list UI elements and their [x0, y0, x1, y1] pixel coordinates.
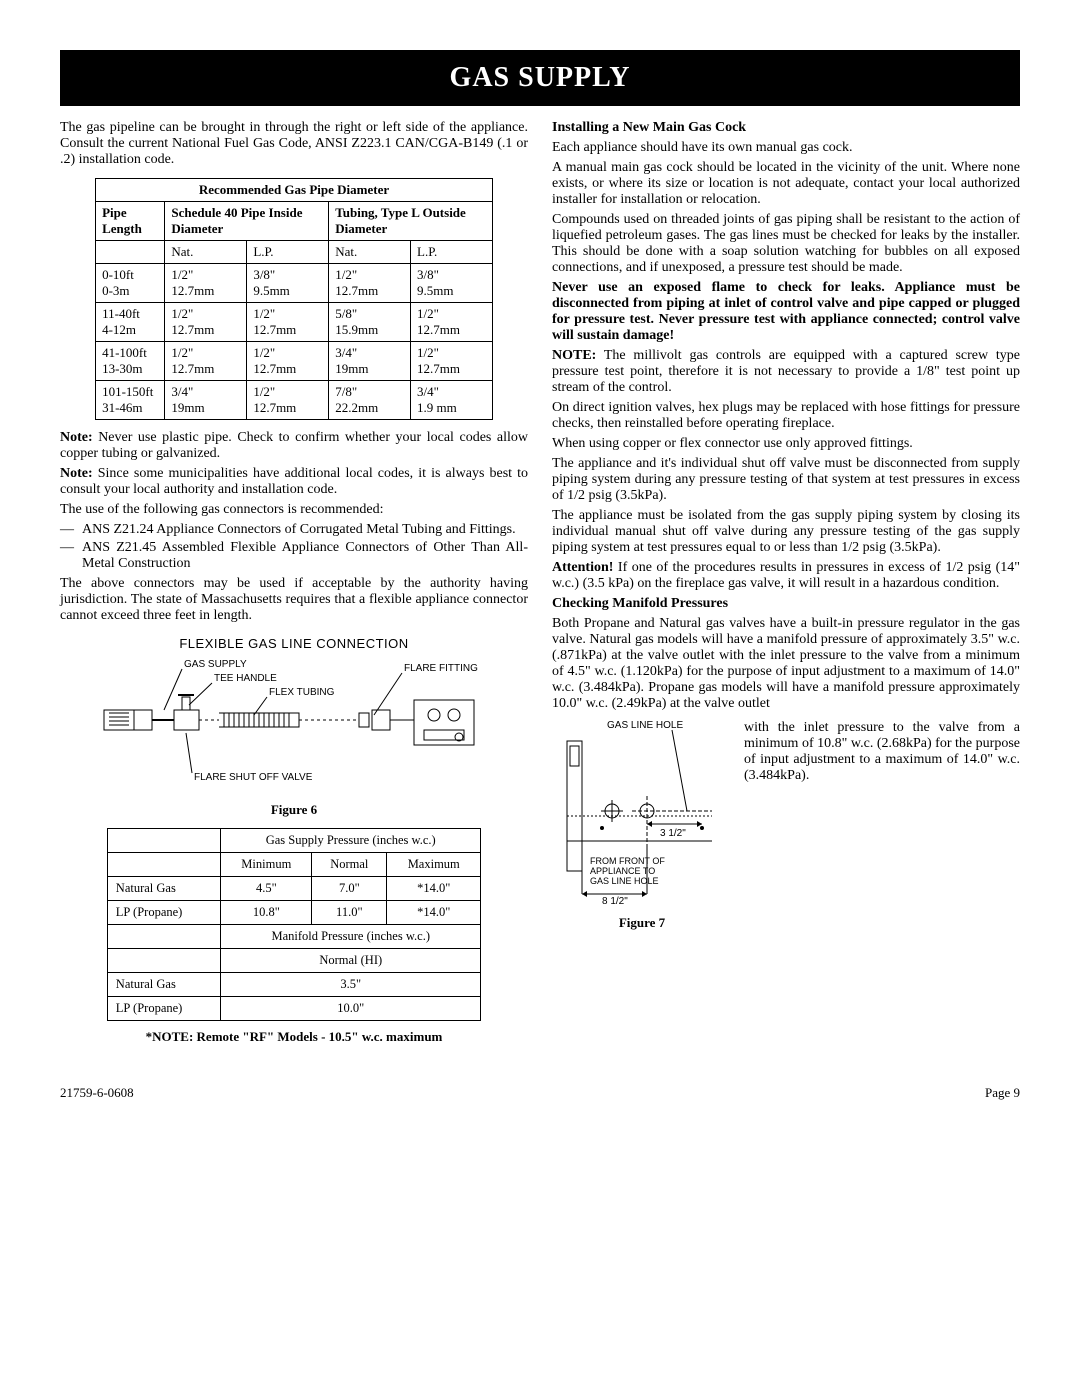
r-p9: The appliance must be isolated from the …: [552, 508, 1020, 556]
above-connectors: The above connectors may be used if acce…: [60, 576, 528, 624]
nat-label: Nat.: [165, 241, 247, 264]
r-p10: Attention! If one of the procedures resu…: [552, 560, 1020, 592]
page-footer: 21759-6-0608 Page 9: [60, 1085, 1020, 1101]
svg-text:GAS SUPPLY: GAS SUPPLY: [184, 659, 247, 670]
col-sched40: Schedule 40 Pipe Inside Diameter: [165, 202, 329, 241]
r-p8: The appliance and it's individual shut o…: [552, 456, 1020, 504]
svg-text:8 1/2": 8 1/2": [602, 896, 628, 906]
two-column-layout: The gas pipeline can be brought in throu…: [60, 116, 1020, 1045]
col-pipe-length: Pipe Length: [96, 202, 165, 241]
check-heading: Checking Manifold Pressures: [552, 596, 1020, 612]
nat-label: Nat.: [329, 241, 411, 264]
doc-number: 21759-6-0608: [60, 1085, 134, 1101]
lp-label: L.P.: [247, 241, 329, 264]
install-heading: Installing a New Main Gas Cock: [552, 120, 1020, 136]
list-item: ANS Z21.24 Appliance Connectors of Corru…: [82, 522, 516, 538]
right-column: Installing a New Main Gas Cock Each appl…: [552, 116, 1020, 1045]
svg-text:FLARE SHUT OFF VALVE: FLARE SHUT OFF VALVE: [194, 772, 313, 783]
intro-text: The gas pipeline can be brought in throu…: [60, 120, 528, 168]
page-banner: GAS SUPPLY: [60, 50, 1020, 106]
r-p4-warning: Never use an exposed flame to check for …: [552, 280, 1020, 344]
r-p3: Compounds used on threaded joints of gas…: [552, 212, 1020, 276]
r-p12: with the inlet pressure to the valve fro…: [744, 720, 1020, 784]
row1-len: 0-10ft 0-3m: [96, 264, 165, 303]
connectors-intro: The use of the following gas connectors …: [60, 502, 528, 518]
header-manifold: Manifold Pressure (inches w.c.): [221, 925, 481, 949]
r-p1: Each appliance should have its own manua…: [552, 140, 1020, 156]
note2: Note: Since some municipalities have add…: [60, 466, 528, 498]
figure7-diagram: GAS LINE HOLE: [552, 716, 732, 906]
header-supply: Gas Supply Pressure (inches w.c.): [221, 829, 481, 853]
pipe-diameter-table: Recommended Gas Pipe Diameter Pipe Lengt…: [95, 178, 493, 420]
row2-len: 11-40ft 4-12m: [96, 303, 165, 342]
r-p5: NOTE: The millivolt gas controls are equ…: [552, 348, 1020, 396]
diagram-title: FLEXIBLE GAS LINE CONNECTION: [60, 636, 528, 651]
list-item: ANS Z21.45 Assembled Flexible Appliance …: [82, 540, 528, 572]
figure6-caption: Figure 6: [60, 802, 528, 818]
r-p11: Both Propane and Natural gas valves have…: [552, 616, 1020, 712]
row3-len: 41-100ft 13-30m: [96, 342, 165, 381]
figure6-diagram: FLEXIBLE GAS LINE CONNECTION GAS SUPPLY …: [60, 636, 528, 798]
page-number: Page 9: [985, 1085, 1020, 1101]
r-p2: A manual main gas cock should be located…: [552, 160, 1020, 208]
row4-len: 101-150ft 31-46m: [96, 381, 165, 420]
figure7-wrap: GAS LINE HOLE: [552, 716, 1020, 941]
r-p7: When using copper or flex connector use …: [552, 436, 1020, 452]
svg-text:FLARE FITTING: FLARE FITTING: [404, 663, 478, 674]
svg-text:FLEX TUBING: FLEX TUBING: [269, 687, 335, 698]
svg-text:GAS LINE HOLE: GAS LINE HOLE: [607, 720, 683, 731]
note1: Note: Never use plastic pipe. Check to c…: [60, 430, 528, 462]
svg-text:GAS LINE HOLE: GAS LINE HOLE: [590, 876, 659, 886]
r-p6: On direct ignition valves, hex plugs may…: [552, 400, 1020, 432]
svg-text:TEE HANDLE: TEE HANDLE: [214, 673, 277, 684]
table-title: Recommended Gas Pipe Diameter: [96, 179, 493, 202]
svg-text:FROM FRONT OF: FROM FRONT OF: [590, 856, 665, 866]
pressure-table: Gas Supply Pressure (inches w.c.) Minimu…: [107, 828, 481, 1021]
left-column: The gas pipeline can be brought in throu…: [60, 116, 528, 1045]
lp-label: L.P.: [411, 241, 493, 264]
svg-text:3 1/2": 3 1/2": [660, 828, 686, 839]
col-tubing: Tubing, Type L Outside Diameter: [329, 202, 493, 241]
rf-note: *NOTE: Remote "RF" Models - 10.5" w.c. m…: [60, 1029, 528, 1045]
figure7-caption: Figure 7: [552, 915, 732, 931]
connector-list: —ANS Z21.24 Appliance Connectors of Corr…: [60, 522, 528, 572]
svg-text:APPLIANCE TO: APPLIANCE TO: [590, 866, 655, 876]
